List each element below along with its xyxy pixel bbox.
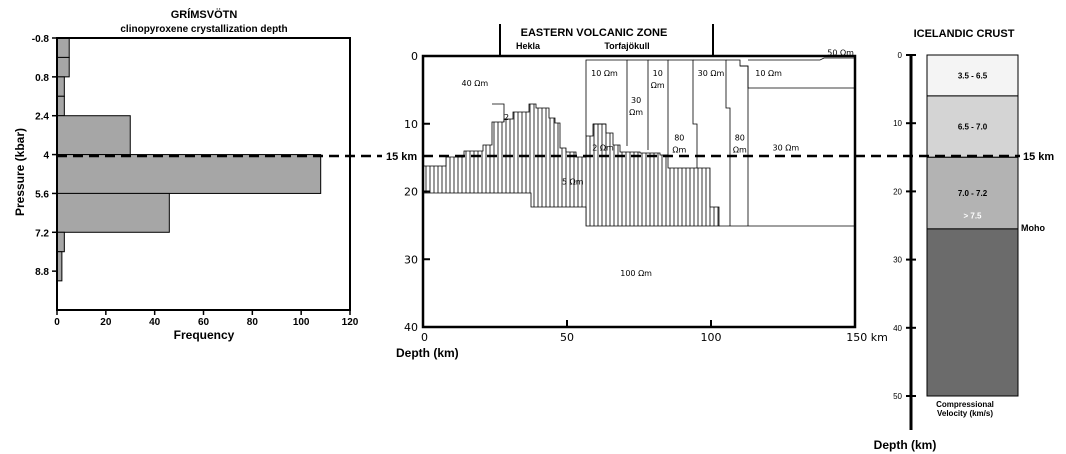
crust-caption-line2: Velocity (km/s) (937, 409, 993, 418)
x-tick-label: 80 (247, 317, 259, 328)
y-tick-label: 30 (893, 256, 902, 265)
section-title: EASTERN VOLCANIC ZONE (521, 27, 668, 39)
histogram-bars (56, 37, 322, 282)
histogram-xlabel: Frequency (174, 328, 235, 342)
y-tick-label: 2.4 (35, 112, 49, 123)
crust-layer (926, 54, 1019, 97)
x-tick-label: 120 (342, 317, 359, 328)
block-outline-8 (748, 57, 856, 61)
x-tick-label: 40 (149, 317, 161, 328)
y-tick-label: 20 (404, 186, 418, 199)
y-tick-label: -0.8 (32, 34, 50, 45)
y-tick-label: 10 (893, 119, 902, 128)
histogram-panel: GRÍMSVÖTN clinopyroxene crystallization … (13, 8, 359, 342)
histogram-bar (56, 115, 131, 156)
label-hekla: Hekla (516, 41, 541, 51)
resistivity-label: 10 (653, 69, 663, 78)
resistivity-label: 80 (735, 133, 745, 142)
crust-velocity-label: 3.5 - 6.5 (958, 71, 988, 80)
histogram-title: GRÍMSVÖTN (171, 8, 238, 21)
block-outline-7 (740, 65, 856, 89)
resistivity-label: Ωm (672, 145, 686, 154)
crust-panel: ICELANDIC CRUST 3.5 - 6.5 6.5 - 7.0 7.0 - … (874, 28, 1046, 452)
depth-15km-marker: 15 km 15 km (57, 151, 1054, 163)
crust-layer (926, 228, 1019, 397)
histogram-bar (56, 154, 322, 194)
y-tick-label: 5.6 (35, 189, 49, 200)
resistivity-label: 30 (631, 96, 641, 105)
block-outline-4 (668, 59, 698, 168)
crust-velocity-label: > 7.5 (963, 211, 982, 220)
block-outline-10 (492, 103, 505, 122)
resistivity-labels: 50 Ωm 40 Ωm 10 Ωm 10 Ωm 10 Ωm 30 Ωm 30 Ωm 2 80 Ωm 80… (462, 49, 855, 278)
y-tick-label: 10 (404, 118, 418, 131)
y-tick-label: 0 (898, 51, 903, 60)
x-tick-label: 0 (421, 331, 428, 344)
histogram-ylabel: Pressure (kbar) (13, 128, 27, 216)
histogram-bar (56, 192, 170, 233)
resistivity-label: 80 (674, 133, 684, 142)
block-outline-6 (726, 59, 749, 226)
histogram-bar (56, 76, 65, 97)
resistivity-label: 2 (504, 113, 509, 122)
resistivity-label: Ωm (629, 108, 643, 117)
label-torfajokull: Torfajökull (604, 41, 649, 51)
block-outline-1 (585, 59, 628, 146)
crust-layer (926, 95, 1019, 158)
y-tick-label: 7.2 (35, 228, 49, 239)
x-tick-label: 100 (293, 317, 310, 328)
histogram-bar (56, 37, 70, 58)
x-tick-label: 100 (701, 331, 722, 344)
crust-layers: 3.5 - 6.5 6.5 - 7.0 7.0 - 7.2 > 7.5 (926, 54, 1019, 397)
histogram-subtitle: clinopyroxene crystallization depth (120, 24, 287, 35)
resistivity-label: 100 Ωm (620, 269, 652, 278)
resistivity-label: 10 Ωm (591, 69, 618, 78)
resistivity-label: 50 Ωm (827, 49, 854, 58)
section-panel: EASTERN VOLCANIC ZONE Hekla Torfajökull (396, 24, 888, 360)
low-resistivity-body (422, 103, 720, 227)
section-xlabel: Depth (km) (396, 346, 459, 360)
resistivity-label: Ωm (651, 81, 665, 90)
y-tick-label: 40 (404, 321, 418, 334)
crust-caption-line1: Compressional (936, 400, 994, 409)
y-tick-label: 50 (893, 392, 902, 401)
resistivity-label: Ωm (733, 145, 747, 154)
y-tick-label: 40 (893, 324, 902, 333)
moho-label: Moho (1021, 223, 1045, 233)
marker-label-left: 15 km (386, 151, 417, 163)
x-tick-label: 150 km (846, 331, 888, 344)
resistivity-label: 10 Ωm (755, 69, 782, 78)
resistivity-label: 40 Ωm (462, 79, 489, 88)
resistivity-label: 30 Ωm (773, 143, 800, 152)
histogram-bar (56, 56, 70, 78)
resistivity-label: 2 Ωm (592, 143, 614, 152)
x-tick-label: 60 (198, 317, 210, 328)
crust-layer (926, 156, 1019, 230)
resistivity-label: 5 Ωm (562, 177, 584, 186)
x-tick-label: 0 (54, 317, 60, 328)
marker-label-right: 15 km (1023, 151, 1054, 163)
histogram-bar (56, 95, 65, 117)
y-tick-label: 4 (43, 151, 49, 162)
histogram-ticks: 0 20 40 60 80 100 120 -0.8 0.8 2.4 4 5.6 7.2 8.8 (32, 34, 359, 328)
crust-ticks: 0 10 20 30 40 50 (893, 51, 916, 401)
y-tick-label: 30 (404, 253, 418, 266)
y-tick-label: 8.8 (35, 267, 49, 278)
crust-velocity-label: 7.0 - 7.2 (958, 189, 988, 198)
x-tick-label: 20 (100, 317, 112, 328)
resistivity-label: 30 Ωm (698, 69, 725, 78)
crust-ylabel: Depth (km) (874, 438, 937, 452)
y-tick-label: 0 (411, 50, 418, 63)
y-tick-label: 20 (893, 187, 902, 196)
y-tick-label: 0.8 (35, 73, 49, 84)
x-tick-label: 50 (560, 331, 574, 344)
resistivity-model (422, 57, 856, 227)
block-outline-5 (693, 59, 731, 226)
histogram-bar (56, 231, 65, 253)
crust-velocity-label: 6.5 - 7.0 (958, 123, 988, 132)
crust-title: ICELANDIC CRUST (914, 28, 1015, 40)
